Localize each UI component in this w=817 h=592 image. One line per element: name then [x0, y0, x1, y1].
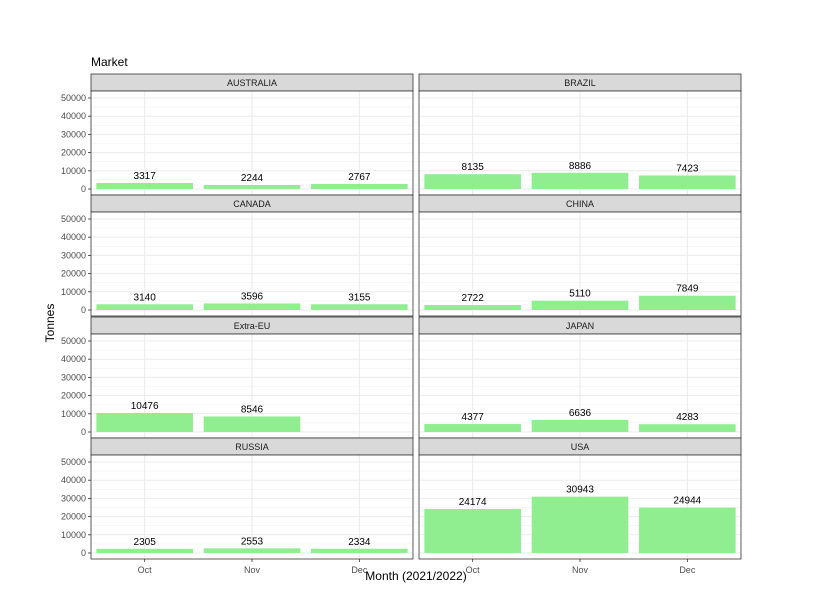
bar-value-label: 24944 [673, 496, 701, 507]
facet-strip-label: AUSTRALIA [227, 78, 277, 88]
y-tick-label: 40000 [61, 475, 86, 485]
y-tick-label: 0 [81, 427, 86, 437]
bar-value-label: 3596 [241, 291, 264, 302]
facet-strip-label: JAPAN [566, 321, 594, 331]
bar [311, 183, 408, 189]
facet-panel: AUSTRALIA 3317 2244 2767 0 10000 20000 30000 400… [61, 73, 414, 196]
bar [96, 412, 193, 432]
bar [424, 174, 521, 189]
facet-panel: Extra-EU 10476 8546 0 10000 20000 30000 40000 50… [61, 316, 414, 439]
y-tick-label: 10000 [61, 530, 86, 540]
facet-strip-label: BRAZIL [564, 78, 596, 88]
y-tick-label: 30000 [61, 250, 86, 260]
bar-value-label: 8886 [569, 161, 592, 172]
bar-value-label: 5110 [569, 289, 591, 300]
y-tick-label: 20000 [61, 269, 86, 279]
x-tick-label: Nov [244, 565, 261, 575]
facet-strip-label: Extra-EU [234, 321, 271, 331]
y-tick-label: 40000 [61, 354, 86, 364]
bar-value-label: 8546 [241, 404, 264, 415]
panel-border [418, 211, 742, 317]
facet-strip-label: CHINA [566, 199, 594, 209]
facet-panel: USA 24174 30943 24944 Oct Nov Dec [418, 437, 742, 575]
bar-value-label: 2334 [348, 537, 371, 548]
bar [531, 496, 629, 553]
bar-value-label: 6636 [569, 408, 592, 419]
facet-strip-label: USA [571, 442, 590, 452]
bar-value-label: 24174 [459, 497, 487, 508]
y-tick-label: 10000 [61, 409, 86, 419]
bar [203, 303, 301, 310]
bar [531, 172, 629, 189]
bar [424, 424, 521, 432]
x-tick-label: Oct [138, 565, 153, 575]
bar-value-label: 4377 [462, 412, 485, 423]
bar [424, 509, 521, 553]
bar-value-label: 3140 [134, 292, 157, 303]
y-tick-label: 30000 [61, 372, 86, 382]
x-tick-label: Dec [351, 565, 368, 575]
y-tick-label: 40000 [61, 232, 86, 242]
bar-value-label: 8135 [462, 162, 485, 173]
chart-title: Market [91, 55, 128, 69]
bar-value-label: 2244 [241, 173, 264, 184]
x-tick-label: Nov [572, 565, 589, 575]
facet-strip-label: RUSSIA [235, 442, 269, 452]
y-tick-label: 10000 [61, 166, 86, 176]
panel-border [90, 211, 414, 317]
bar-value-label: 4283 [676, 412, 699, 423]
bar-value-label: 3317 [134, 171, 157, 182]
y-tick-label: 30000 [61, 129, 86, 139]
bar [96, 548, 193, 553]
y-tick-label: 50000 [61, 93, 86, 103]
bar-value-label: 7423 [676, 163, 699, 174]
facet-panel: BRAZIL 8135 8886 7423 [418, 73, 742, 196]
bar-value-label: 30943 [566, 485, 594, 496]
bar [311, 304, 408, 310]
facet-strip-label: CANADA [233, 199, 271, 209]
bar-value-label: 7849 [676, 284, 699, 295]
facet-panel: RUSSIA 2305 2553 2334 0 10000 20000 30000 40000 5… [61, 437, 414, 575]
y-tick-label: 0 [81, 548, 86, 558]
panels: AUSTRALIA 3317 2244 2767 0 10000 20000 30000 400… [61, 73, 742, 575]
bar [203, 416, 301, 432]
y-tick-label: 30000 [61, 493, 86, 503]
bar [639, 295, 736, 310]
y-tick-label: 40000 [61, 111, 86, 121]
y-tick-label: 50000 [61, 214, 86, 224]
bar [311, 548, 408, 553]
bar [531, 300, 629, 310]
bar [639, 507, 736, 553]
y-tick-label: 50000 [61, 336, 86, 346]
bar [203, 184, 301, 189]
bar-value-label: 2767 [348, 172, 371, 183]
facet-panel: CANADA 3140 3596 3155 0 10000 20000 30000 40000 5… [61, 194, 414, 317]
bar [203, 548, 301, 553]
x-tick-label: Oct [466, 565, 481, 575]
bar [424, 305, 521, 310]
y-tick-label: 10000 [61, 287, 86, 297]
y-tick-label: 0 [81, 184, 86, 194]
bar-value-label: 10476 [131, 401, 159, 412]
bar [639, 424, 736, 432]
bar-value-label: 2553 [241, 536, 264, 547]
y-axis-title: Tonnes [43, 304, 57, 343]
bar [531, 419, 629, 432]
bar [96, 182, 193, 189]
facet-panel: CHINA 2722 5110 7849 [418, 194, 742, 317]
x-tick-label: Dec [679, 565, 696, 575]
facet-panel: JAPAN 4377 6636 4283 [418, 316, 742, 439]
y-tick-label: 0 [81, 305, 86, 315]
bar-value-label: 3155 [348, 292, 371, 303]
x-axis-title: Month (2021/2022) [365, 569, 466, 583]
bar-value-label: 2305 [134, 537, 157, 548]
y-tick-label: 20000 [61, 512, 86, 522]
y-tick-label: 50000 [61, 457, 86, 467]
bar-value-label: 2722 [462, 293, 485, 304]
y-tick-label: 20000 [61, 148, 86, 158]
y-tick-label: 20000 [61, 391, 86, 401]
bar [96, 304, 193, 310]
bar [639, 175, 736, 189]
